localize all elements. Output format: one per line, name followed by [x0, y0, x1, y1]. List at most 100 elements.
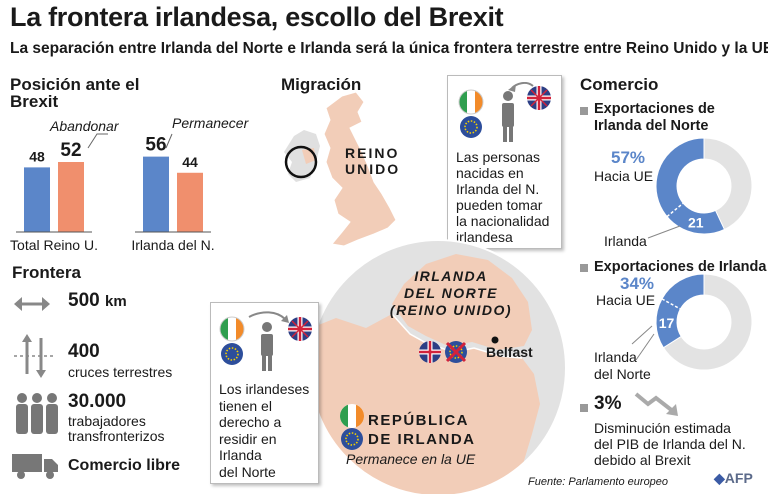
migration-box-ie-text-line: tienen el	[219, 397, 272, 414]
gdp-label-line1: Disminución estimada	[594, 420, 731, 436]
workers-value: 30.000	[68, 391, 127, 412]
crossings-label: cruces terrestres	[68, 364, 173, 380]
source-note: Fuente: Parlamento europeo	[528, 476, 669, 488]
migration-box-ni: Las personas nacidas en Irlanda del N. pued…	[447, 75, 562, 249]
leader-line	[631, 325, 655, 361]
legend-leave-label: Abandonar	[50, 118, 119, 134]
ni-eu-percent: 57%	[611, 148, 646, 167]
migration-box-ni-text: Las personas nacidas en Irlanda del N. pued…	[456, 149, 560, 245]
migration-box-ie-text: Los irlandeses tienen el derecho a residir …	[219, 381, 317, 480]
ni-label-line3: (REINO UNIDO)	[389, 302, 513, 318]
decline-arrow-icon	[634, 392, 678, 416]
gdp-value: 3%	[594, 393, 622, 414]
belfast-marker	[491, 336, 499, 344]
frontera-heading: Frontera	[12, 263, 81, 282]
afp-logo: ◆AFP	[714, 470, 753, 486]
uk-flag-icon	[419, 341, 441, 363]
roi-label-line3: Permanece en la UE	[346, 451, 476, 467]
gdp-label-line3: debido al Brexit	[594, 452, 691, 468]
bar-value-label: 44	[182, 154, 198, 170]
flags-person-icon	[219, 311, 312, 371]
ni-exports-donut: 21	[647, 137, 753, 239]
roi-label-line1: REPÚBLICA	[368, 412, 470, 429]
leader-line	[647, 225, 681, 239]
eu-flag-crossed-icon	[445, 341, 467, 363]
bar-remain	[143, 156, 169, 232]
donut-slice-divider	[666, 202, 684, 218]
ni-exports-title-line1: Exportaciones de	[594, 101, 715, 117]
leader-line	[165, 133, 173, 149]
afp-logo-text: AFP	[724, 470, 753, 486]
category-label: Total Reino U.	[10, 237, 98, 253]
uk-flag-icon	[527, 86, 551, 110]
donut-sub-value: 17	[659, 315, 675, 331]
leader-line	[87, 133, 108, 149]
migration-box-ie-text-line: derecho a	[219, 414, 282, 430]
double-arrow-icon	[14, 297, 50, 311]
uk-label-line2: UNIDO	[345, 161, 401, 177]
bar-value-label: 56	[145, 135, 166, 156]
gdp-label-line2: del PIB de Irlanda del N.	[594, 436, 746, 452]
page-title: La frontera irlandesa, escollo del Brexi…	[10, 2, 504, 32]
flags-person-icon	[458, 82, 551, 142]
ie-ni-label-line2: del Norte	[594, 366, 651, 382]
workers-label-line2: transfronterizos	[68, 428, 165, 444]
ni-label-line1: IRLANDA	[414, 268, 488, 284]
irish-flag-icon	[219, 316, 245, 342]
ni-eu-label: Hacia UE	[594, 168, 654, 184]
migration-box-ie-text-line: del Norte	[219, 463, 276, 480]
eu-flag-icon	[341, 428, 363, 450]
eu-flag-icon	[460, 116, 482, 138]
bar-remain	[24, 167, 50, 232]
bullet-square	[580, 107, 588, 115]
belfast-label: Belfast	[486, 344, 533, 360]
brexit-position-bar-chart: 48 52 Total Reino U. 56 44 Irlanda del N.	[10, 133, 215, 253]
ie-exports-donut: 17	[631, 273, 753, 371]
crossing-arrows-icon	[14, 334, 54, 378]
migration-box-ie-text-line: Los irlandeses	[219, 381, 310, 397]
ni-exports-title-line2: Irlanda del Norte	[594, 118, 709, 134]
roi-label-line2: DE IRLANDA	[368, 431, 476, 448]
ie-exports-title: Exportaciones de Irlanda	[594, 259, 767, 275]
uk-map	[284, 91, 397, 247]
page-subtitle: La separación entre Irlanda del Norte e …	[10, 40, 768, 57]
donut-slice-divider	[661, 298, 681, 310]
bar-leave	[177, 172, 203, 232]
bar-value-label: 52	[60, 140, 81, 161]
donut-slice-eu	[655, 137, 726, 235]
person-icon	[502, 91, 514, 142]
migracion-heading: Migración	[281, 75, 362, 94]
posicion-heading: Posición ante el Brexit	[10, 75, 140, 111]
workers-icon	[16, 393, 58, 434]
ni-ireland-label: Irlanda	[604, 233, 647, 249]
workers-label-line1: trabajadores	[68, 413, 146, 429]
migration-box-ni-text-line: nacidas en	[456, 165, 524, 181]
migration-box-ni-text-line: Irlanda del N.	[456, 181, 540, 197]
migration-box-ie: Los irlandeses tienen el derecho a residir …	[210, 302, 319, 484]
category-label: Irlanda del N.	[131, 237, 214, 253]
irish-flag-icon	[340, 404, 364, 428]
ie-eu-percent: 34%	[620, 274, 655, 293]
migration-box-ie-text-line: Irlanda	[219, 447, 262, 463]
migration-box-ni-text-line: irlandesa	[456, 229, 513, 245]
person-icon	[261, 322, 273, 371]
uk-label-line1: REINO	[345, 145, 400, 161]
ni-label-line2: DEL NORTE	[404, 285, 498, 301]
ie-eu-label: Hacia UE	[596, 292, 656, 308]
truck-icon	[12, 454, 58, 479]
eu-flag-icon	[221, 343, 243, 365]
comercio-heading: Comercio	[580, 75, 659, 94]
donut-slice-eu	[655, 273, 705, 349]
bar-value-label: 48	[29, 148, 45, 164]
northern-ireland-highlight	[284, 145, 318, 179]
migration-box-ie-text-line: residir en	[219, 430, 277, 447]
uk-flag-icon	[288, 317, 312, 341]
crossings-value: 400	[68, 341, 100, 362]
donut-sub-value: 21	[688, 215, 704, 231]
migration-box-ni-text-line: Las personas	[456, 149, 541, 165]
bar-leave	[58, 162, 84, 232]
migration-box-ni-text-line: la nacionalidad	[456, 213, 550, 229]
ireland-map	[309, 239, 567, 494]
legend-remain-label: Permanecer	[172, 115, 249, 131]
free-trade-label: Comercio libre	[68, 457, 181, 474]
